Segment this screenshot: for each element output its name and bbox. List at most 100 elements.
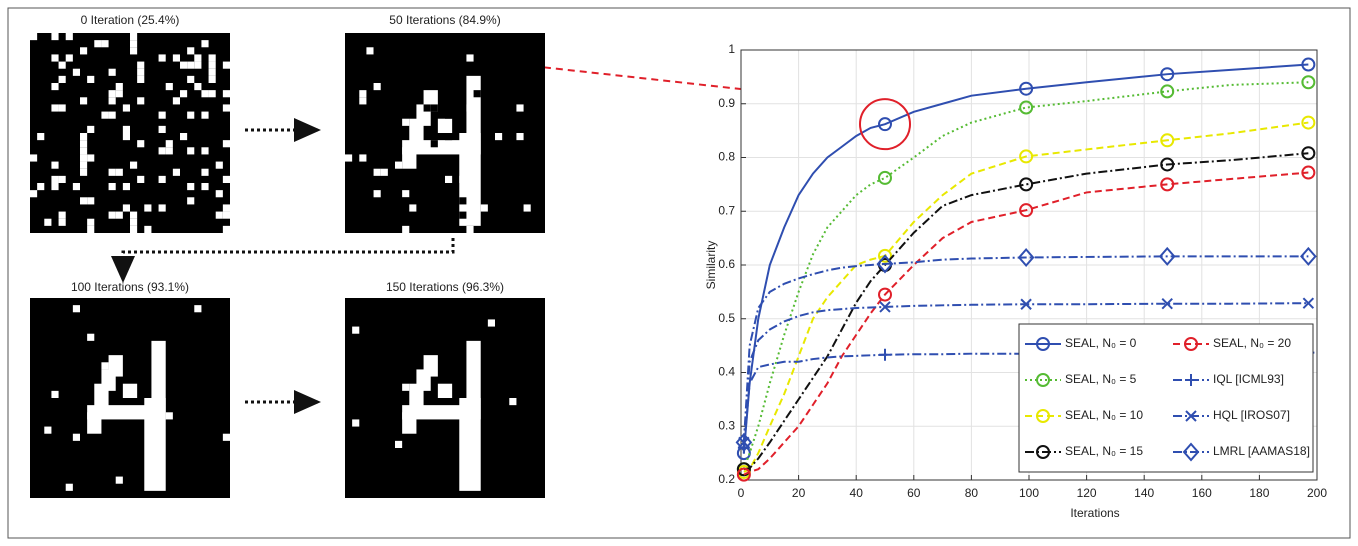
x-tick-label: 20 xyxy=(792,486,806,500)
marker xyxy=(736,462,751,477)
pixel xyxy=(72,183,80,191)
pixel xyxy=(416,33,424,41)
x-tick-label: 140 xyxy=(1134,486,1154,500)
pixel xyxy=(87,154,95,162)
pixel xyxy=(395,440,403,448)
pixel xyxy=(87,218,95,226)
pixel xyxy=(51,175,59,183)
y-tick-label: 0.4 xyxy=(718,365,735,379)
pixel xyxy=(222,204,230,212)
pixel xyxy=(222,433,230,441)
pixel xyxy=(502,168,510,176)
pixel xyxy=(108,68,116,76)
pixel xyxy=(58,61,66,69)
pixel xyxy=(222,104,230,112)
pixel xyxy=(516,104,524,112)
pixel xyxy=(352,419,360,427)
pixel xyxy=(130,33,138,41)
y-tick-label: 0.2 xyxy=(718,472,735,486)
x-tick-label: 120 xyxy=(1077,486,1097,500)
pixel xyxy=(122,104,130,112)
pixel xyxy=(51,390,59,398)
panel-caption: 50 Iterations (84.9%) xyxy=(389,13,500,27)
y-tick-label: 0.9 xyxy=(718,96,735,110)
pixel xyxy=(137,175,145,183)
y-tick-label: 0.3 xyxy=(718,418,735,432)
pixel xyxy=(395,161,403,169)
pixel xyxy=(516,133,524,141)
pixel xyxy=(65,483,73,491)
y-tick-label: 0.6 xyxy=(718,257,735,271)
series-line xyxy=(742,351,1309,448)
y-tick-label: 1 xyxy=(728,42,735,56)
pixel xyxy=(459,398,481,491)
pixel xyxy=(402,118,410,126)
x-axis-label: Iterations xyxy=(1070,506,1119,520)
marker xyxy=(1185,374,1197,386)
pixel xyxy=(208,61,216,69)
pixel xyxy=(80,140,88,148)
legend-label: SEAL, N₀ = 15 xyxy=(1065,444,1143,458)
pixel xyxy=(416,204,424,212)
pixel xyxy=(430,104,438,112)
pixel xyxy=(201,40,209,48)
legend xyxy=(1018,323,1314,473)
pixel xyxy=(122,383,138,398)
pixel xyxy=(222,175,230,183)
pixel xyxy=(187,147,195,155)
series-line xyxy=(743,171,1309,476)
pixel xyxy=(165,83,173,91)
panel-caption: 150 Iterations (96.3%) xyxy=(386,280,504,294)
y-axis-label: Similarity xyxy=(704,241,718,290)
pixel xyxy=(395,218,403,226)
pixel xyxy=(409,204,417,212)
pixel xyxy=(523,175,531,183)
pixel xyxy=(37,133,45,141)
marker xyxy=(879,301,891,313)
pixel xyxy=(108,211,116,219)
pixel xyxy=(122,183,130,191)
pixel xyxy=(222,61,230,69)
pixel xyxy=(201,183,209,191)
pixel xyxy=(352,54,360,62)
x-tick-label: 180 xyxy=(1249,486,1269,500)
marker xyxy=(1160,157,1175,172)
pixel xyxy=(165,147,173,155)
pixel xyxy=(158,111,166,119)
pixel xyxy=(137,68,145,76)
pixel xyxy=(180,133,188,141)
pixel xyxy=(187,75,195,83)
marker xyxy=(1301,146,1316,161)
pixel xyxy=(187,61,195,69)
pixel xyxy=(144,398,166,491)
marker xyxy=(1036,337,1050,351)
pixel xyxy=(445,175,453,183)
pixel xyxy=(130,47,138,55)
pixel xyxy=(352,326,360,334)
pixel xyxy=(459,211,467,219)
marker xyxy=(1036,373,1050,387)
pixel xyxy=(215,190,223,198)
pixel xyxy=(466,54,474,62)
pixel xyxy=(172,54,180,62)
marker xyxy=(1019,100,1034,115)
pixel xyxy=(487,319,495,327)
panel-caption: 100 Iterations (93.1%) xyxy=(71,280,189,294)
pixel xyxy=(108,168,116,176)
pixel xyxy=(30,190,38,198)
marker xyxy=(876,254,894,274)
pixel xyxy=(72,305,80,313)
pixel xyxy=(58,75,66,83)
pixel xyxy=(130,211,138,219)
series-line xyxy=(742,255,1309,443)
pixel xyxy=(87,125,95,133)
pixel xyxy=(80,133,88,141)
pixel xyxy=(80,97,88,105)
pixel xyxy=(194,83,202,91)
x-tick-label: 80 xyxy=(965,486,979,500)
pixel xyxy=(459,175,467,183)
pixel xyxy=(180,61,188,69)
pixel xyxy=(523,225,531,233)
marker xyxy=(1019,81,1034,96)
pixel xyxy=(165,140,173,148)
